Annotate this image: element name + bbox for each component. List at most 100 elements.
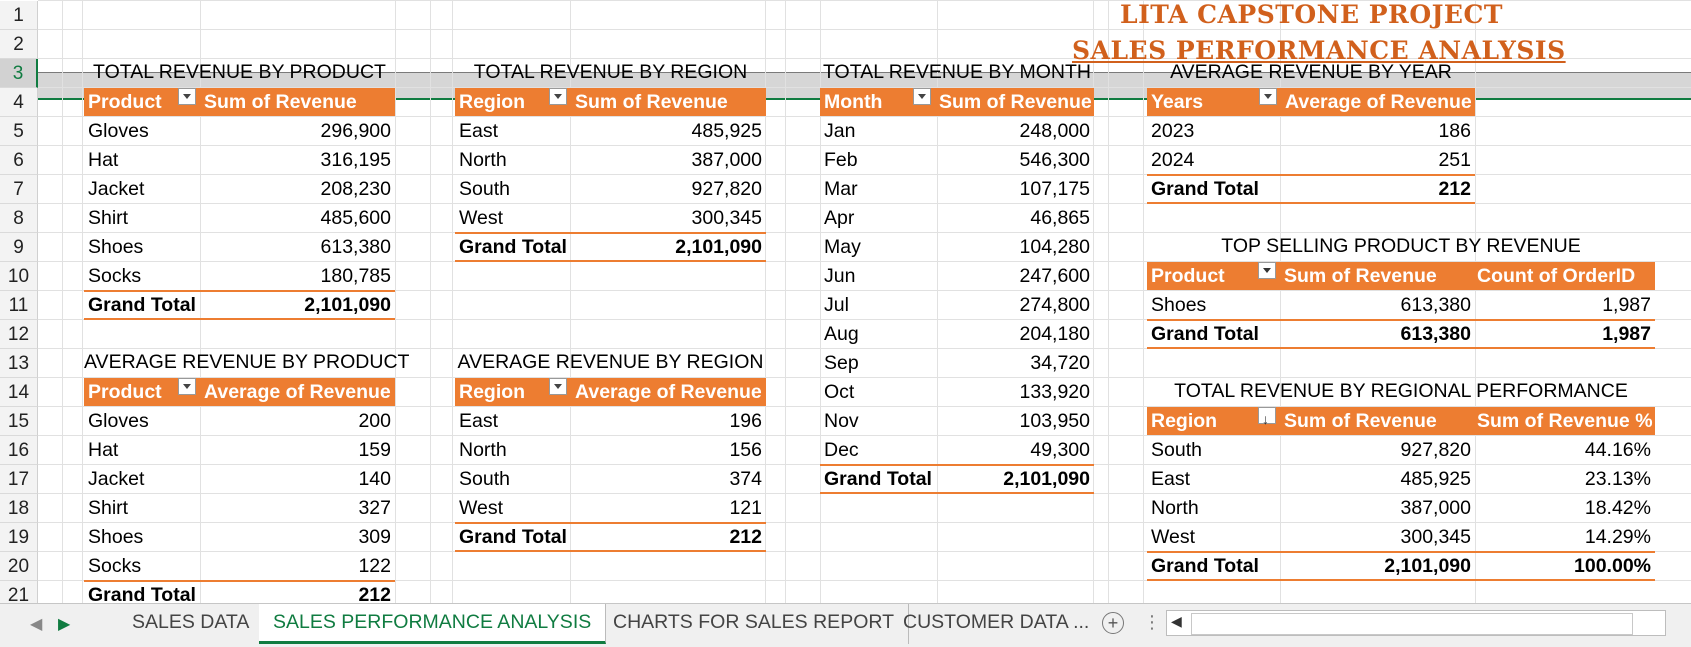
row-value[interactable]: 247,600	[1019, 265, 1091, 287]
row-label[interactable]: Socks	[88, 265, 142, 287]
grand-total-value-2[interactable]: 1,987	[1602, 323, 1651, 345]
row-value[interactable]: 485,925	[691, 120, 763, 142]
row-label[interactable]: Shirt	[88, 207, 129, 229]
row-value[interactable]: 34,720	[1030, 352, 1090, 374]
row-header[interactable]: 8	[0, 204, 38, 233]
grand-total-value[interactable]: 2,101,090	[675, 236, 762, 258]
grand-total-label[interactable]: Grand Total	[824, 468, 932, 490]
grand-total-label[interactable]: Grand Total	[88, 294, 196, 316]
row-label[interactable]: Feb	[824, 149, 858, 171]
add-sheet-button[interactable]: +	[1102, 612, 1124, 634]
row-value[interactable]: 122	[358, 555, 391, 577]
row-label[interactable]: 2024	[1151, 149, 1195, 171]
next-sheet-icon[interactable]: ▶	[58, 616, 71, 633]
row-header[interactable]: 3	[0, 59, 38, 88]
row-value[interactable]: 613,380	[1400, 294, 1472, 316]
row-header[interactable]: 7	[0, 175, 38, 204]
row-header[interactable]: 1	[0, 1, 38, 30]
row-header[interactable]: 5	[0, 117, 38, 146]
row-header[interactable]: 14	[0, 378, 38, 407]
row-header[interactable]: 10	[0, 262, 38, 291]
grand-total-label[interactable]: Grand Total	[459, 526, 567, 548]
row-label[interactable]: Mar	[824, 178, 858, 200]
row-header[interactable]: 12	[0, 320, 38, 349]
row-header[interactable]: 15	[0, 407, 38, 436]
scroll-left-icon[interactable]: ◀	[1171, 613, 1182, 629]
row-label[interactable]: Hat	[88, 439, 119, 461]
more-options-icon[interactable]: ⋮	[1143, 612, 1161, 632]
row-value[interactable]: 196	[729, 410, 762, 432]
row-value[interactable]: 186	[1438, 120, 1471, 142]
row-label[interactable]: Apr	[824, 207, 855, 229]
row-header[interactable]: 17	[0, 465, 38, 494]
row-value[interactable]: 107,175	[1019, 178, 1091, 200]
filter-dropdown-icon[interactable]	[549, 378, 567, 395]
row-value[interactable]: 204,180	[1019, 323, 1091, 345]
filter-dropdown-icon[interactable]	[1258, 405, 1276, 433]
row-value-2[interactable]: 44.16%	[1584, 439, 1651, 461]
row-value[interactable]: 248,000	[1019, 120, 1091, 142]
row-value[interactable]: 300,345	[691, 207, 763, 229]
tab-sales-data[interactable]: SALES DATA	[118, 604, 265, 644]
grand-total-label[interactable]: Grand Total	[1151, 323, 1259, 345]
row-value[interactable]: 546,300	[1019, 149, 1091, 171]
row-label[interactable]: North	[1151, 497, 1199, 519]
row-label[interactable]: Socks	[88, 555, 142, 577]
row-header[interactable]: 20	[0, 552, 38, 581]
row-value[interactable]: 485,600	[320, 207, 392, 229]
row-label[interactable]: Jul	[824, 294, 849, 316]
row-label[interactable]: Shoes	[88, 526, 144, 548]
row-label[interactable]: Shoes	[88, 236, 144, 258]
tab-charts-for-sales-report[interactable]: CHARTS FOR SALES REPORT	[599, 604, 910, 644]
filter-dropdown-icon[interactable]	[178, 88, 196, 105]
row-header[interactable]: 21	[0, 581, 38, 603]
row-value[interactable]: 251	[1438, 149, 1471, 171]
row-label[interactable]: Jacket	[88, 178, 145, 200]
row-label[interactable]: Shirt	[88, 497, 129, 519]
row-label[interactable]: East	[459, 410, 499, 432]
grand-total-value[interactable]: 212	[729, 526, 762, 548]
filter-dropdown-icon[interactable]	[549, 88, 567, 105]
row-header[interactable]: 6	[0, 146, 38, 175]
filter-dropdown-icon[interactable]	[178, 378, 196, 395]
grand-total-label[interactable]: Grand Total	[1151, 178, 1259, 200]
row-header[interactable]: 9	[0, 233, 38, 262]
grand-total-label[interactable]: Grand Total	[88, 584, 196, 603]
grand-total-label[interactable]: Grand Total	[1151, 555, 1259, 577]
tab-customer-data[interactable]: CUSTOMER DATA ...	[903, 611, 1090, 633]
grand-total-value[interactable]: 2,101,090	[1003, 468, 1090, 490]
row-header[interactable]: 13	[0, 349, 38, 378]
row-value[interactable]: 156	[729, 439, 762, 461]
row-label[interactable]: Hat	[88, 149, 119, 171]
row-header[interactable]: 18	[0, 494, 38, 523]
row-value[interactable]: 927,820	[1400, 439, 1472, 461]
row-label[interactable]: Nov	[824, 410, 859, 432]
row-value[interactable]: 300,345	[1400, 526, 1472, 548]
row-header[interactable]: 4	[0, 88, 38, 117]
row-label[interactable]: Gloves	[88, 410, 149, 432]
tab-sales-performance-analysis[interactable]: SALES PERFORMANCE ANALYSIS	[259, 604, 607, 644]
row-value[interactable]: 296,900	[320, 120, 392, 142]
row-value-2[interactable]: 23.13%	[1584, 468, 1651, 490]
row-label[interactable]: Oct	[824, 381, 855, 403]
prev-sheet-icon[interactable]: ◀	[30, 616, 43, 633]
row-label[interactable]: Jun	[824, 265, 856, 287]
grand-total-value-2[interactable]: 100.00%	[1574, 555, 1651, 577]
row-value[interactable]: 327	[358, 497, 391, 519]
row-label[interactable]: May	[824, 236, 861, 258]
row-value-2[interactable]: 18.42%	[1584, 497, 1651, 519]
row-label[interactable]: North	[459, 149, 507, 171]
row-label[interactable]: South	[1151, 439, 1202, 461]
row-value[interactable]: 180,785	[320, 265, 392, 287]
row-value[interactable]: 485,925	[1400, 468, 1472, 490]
row-header[interactable]: 11	[0, 291, 38, 320]
row-header[interactable]: 19	[0, 523, 38, 552]
row-value[interactable]: 613,380	[320, 236, 392, 258]
row-label[interactable]: Gloves	[88, 120, 149, 142]
scroll-thumb[interactable]	[1191, 613, 1633, 635]
row-header[interactable]: 16	[0, 436, 38, 465]
grand-total-value[interactable]: 2,101,090	[304, 294, 391, 316]
row-value-2[interactable]: 1,987	[1602, 294, 1651, 316]
row-value[interactable]: 200	[358, 410, 391, 432]
row-value-2[interactable]: 14.29%	[1584, 526, 1651, 548]
